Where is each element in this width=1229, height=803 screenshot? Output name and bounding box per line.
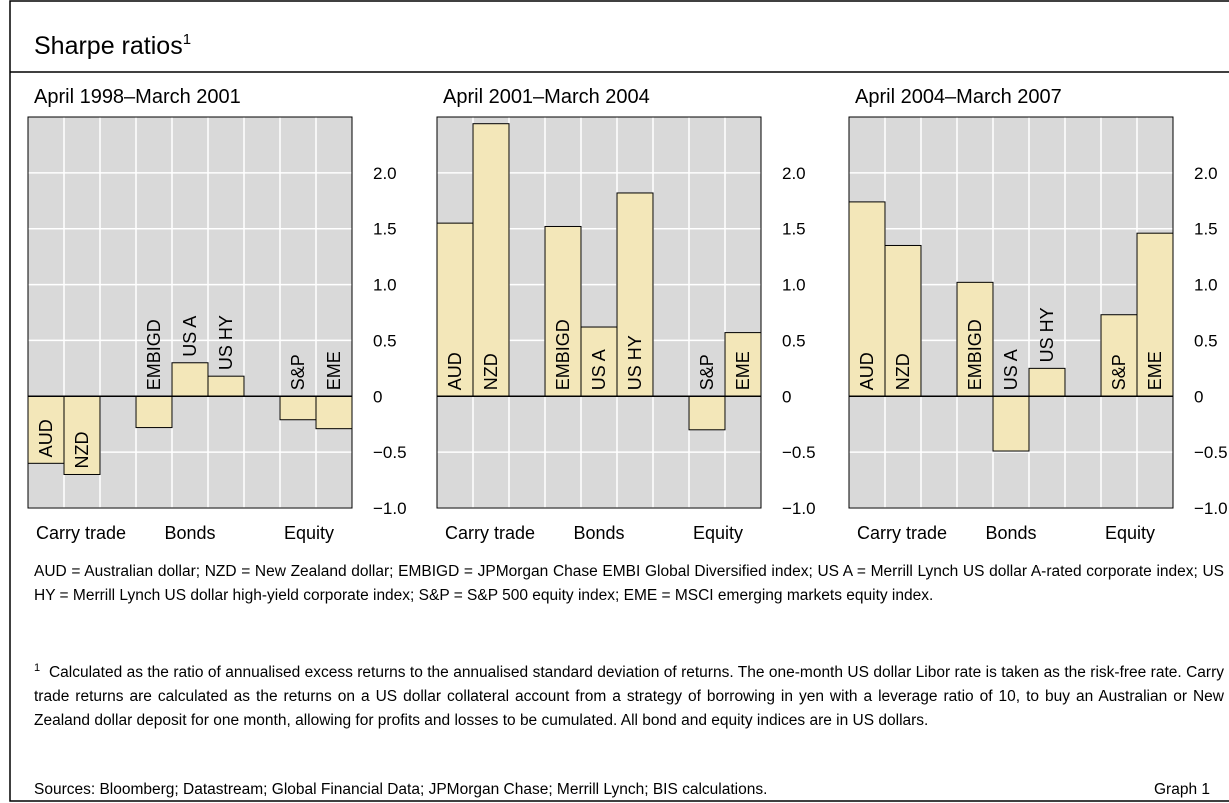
- bar: [688, 395, 726, 431]
- footnote-mark: 1: [34, 662, 41, 674]
- bar: [992, 395, 1030, 452]
- y-tick-label: 1.0: [373, 276, 397, 295]
- y-tick-label: 1.5: [373, 220, 397, 239]
- bar-label: EME: [1145, 351, 1165, 390]
- group-label: Equity: [693, 523, 743, 543]
- group-label: Equity: [284, 523, 334, 543]
- bar-label: S&P: [288, 354, 308, 390]
- plot-border: [848, 116, 1174, 509]
- y-tick-label: −1.0: [1194, 499, 1228, 518]
- bar: [279, 395, 317, 421]
- y-tick-label: 2.0: [373, 164, 397, 183]
- bar-label: AUD: [445, 352, 465, 390]
- graph-label: Graph 1: [1154, 781, 1210, 798]
- bar: [27, 395, 65, 464]
- footnote: 1 Calculated as the ratio of annualised …: [34, 656, 1224, 733]
- bar-label: US A: [180, 316, 200, 357]
- y-tick-label: −1.0: [373, 499, 407, 518]
- bar-label: NZD: [893, 353, 913, 390]
- bar-label: EMBIGD: [965, 319, 985, 390]
- frame: [9, 0, 1229, 802]
- title-note: 1: [183, 31, 191, 48]
- group-label: Bonds: [573, 523, 624, 543]
- title-text: Sharpe ratios: [34, 32, 183, 60]
- group-label: Bonds: [985, 523, 1036, 543]
- bar-label: S&P: [697, 354, 717, 390]
- y-tick-label: 0: [782, 387, 791, 406]
- y-tick-label: 0: [373, 387, 382, 406]
- panel-subtitle: April 1998–March 2001: [34, 86, 241, 108]
- bar: [135, 395, 173, 429]
- y-tick-label: 2.0: [1194, 164, 1218, 183]
- panel-subtitle: April 2004–March 2007: [855, 86, 1062, 108]
- y-tick-label: 1.5: [1194, 220, 1218, 239]
- y-tick-label: 0.5: [373, 331, 397, 350]
- group-label: Carry trade: [445, 523, 535, 543]
- y-tick-label: 1.0: [782, 276, 806, 295]
- bar-label: EME: [324, 351, 344, 390]
- bar-label: US HY: [1037, 307, 1057, 362]
- y-tick-label: −0.5: [1194, 443, 1228, 462]
- group-label: Bonds: [164, 523, 215, 543]
- group-label: Equity: [1105, 523, 1155, 543]
- group-label: Carry trade: [857, 523, 947, 543]
- bar-label: US HY: [216, 315, 236, 370]
- bar-label: US A: [1001, 349, 1021, 390]
- panel-subtitle: April 2001–March 2004: [443, 86, 650, 108]
- y-tick-label: −0.5: [782, 443, 816, 462]
- plot-border: [27, 116, 353, 509]
- bar-label: EME: [733, 351, 753, 390]
- bar: [207, 375, 245, 397]
- bar-label: AUD: [36, 419, 56, 457]
- bar-label: EMBIGD: [553, 319, 573, 390]
- bar-label: US HY: [625, 335, 645, 390]
- plot-border: [436, 116, 762, 509]
- bar: [724, 332, 762, 397]
- y-tick-label: 2.0: [782, 164, 806, 183]
- y-tick-label: −1.0: [782, 499, 816, 518]
- bar-label: AUD: [857, 352, 877, 390]
- chart-title: Sharpe ratios1: [34, 31, 191, 60]
- y-tick-label: 1.5: [782, 220, 806, 239]
- bar-label: NZD: [481, 353, 501, 390]
- y-tick-label: 0.5: [1194, 331, 1218, 350]
- bar-label: US A: [589, 349, 609, 390]
- bar: [1100, 314, 1138, 397]
- bar-label: EMBIGD: [144, 319, 164, 390]
- y-tick-label: 0: [1194, 387, 1203, 406]
- bar: [956, 281, 994, 397]
- bar-label: NZD: [72, 431, 92, 468]
- sources: Sources: Bloomberg; Datastream; Global F…: [34, 781, 767, 798]
- footnote-text: Calculated as the ratio of annualised ex…: [34, 664, 1224, 730]
- bar: [472, 123, 510, 397]
- bar: [171, 362, 209, 397]
- y-tick-label: 1.0: [1194, 276, 1218, 295]
- bar: [63, 395, 101, 475]
- bar: [315, 395, 353, 430]
- y-tick-label: −0.5: [373, 443, 407, 462]
- bar-label: S&P: [1109, 354, 1129, 390]
- bar: [848, 201, 886, 397]
- y-tick-label: 0.5: [782, 331, 806, 350]
- notes: AUD = Australian dollar; NZD = New Zeala…: [34, 563, 1224, 604]
- group-label: Carry trade: [36, 523, 126, 543]
- bar: [1028, 367, 1066, 397]
